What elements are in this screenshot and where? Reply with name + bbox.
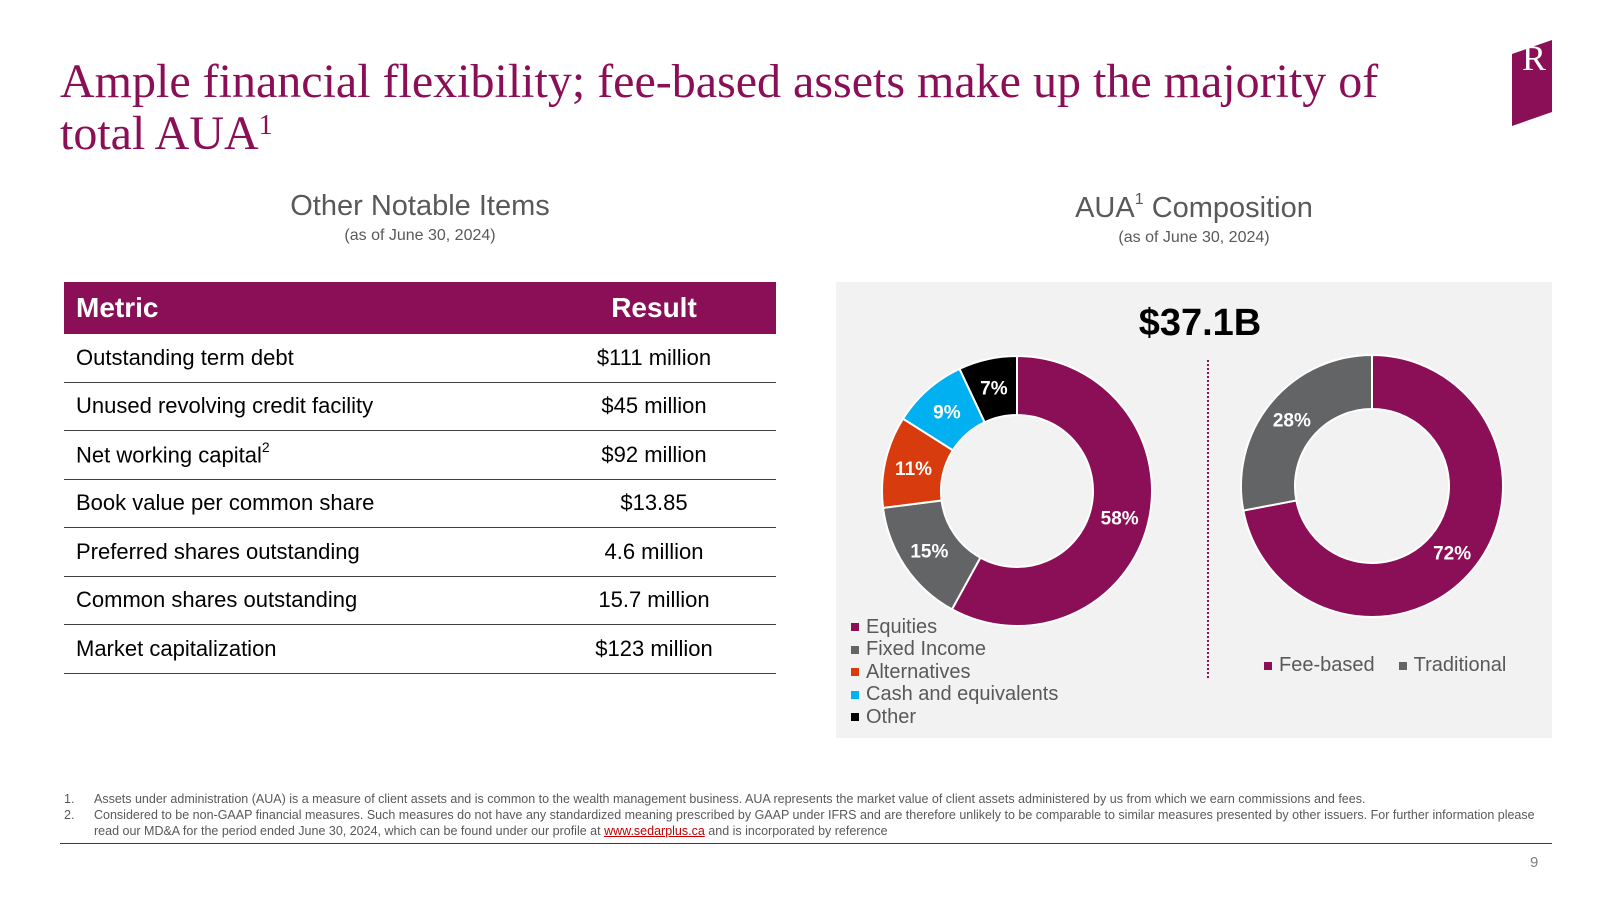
metric-label: Preferred shares outstanding: [76, 538, 360, 564]
metric-label: Net working capital: [76, 442, 262, 468]
metric-label: Market capitalization: [76, 635, 277, 661]
legend-label: Traditional: [1413, 654, 1507, 676]
result-cell: $13.85: [532, 479, 776, 528]
result-cell: 15.7 million: [532, 576, 776, 625]
legend-label: Alternatives: [866, 660, 971, 683]
column-header-metric: Metric: [64, 282, 532, 334]
slice-data-label: 15%: [910, 542, 948, 563]
chart-section-subtitle: (as of June 30, 2024): [1118, 229, 1270, 246]
chart-panel: [836, 282, 1552, 738]
metric-cell: Common shares outstanding: [64, 576, 532, 625]
legend-label: Fee-based: [1279, 654, 1375, 676]
page-title-footnote-ref: 1: [258, 110, 273, 141]
sedarplus-link[interactable]: www.sedarplus.ca: [604, 824, 705, 838]
legend-item: Fee-based: [1264, 654, 1375, 677]
asset-class-legend: Equities Fixed Income Alternatives Cash and…: [851, 616, 1058, 729]
footnote-1: 1. Assets under administration (AUA) is …: [64, 791, 1554, 807]
chart-divider: [1207, 360, 1209, 678]
table-row: Unused revolving credit facility $45 mill…: [64, 382, 776, 431]
chart-section-title-footnote-ref: 1: [1134, 191, 1144, 209]
footnote-2: 2. Considered to be non-GAAP financial m…: [64, 807, 1554, 839]
metric-footnote-ref: 2: [261, 439, 270, 456]
footnote-text-after: and is incorporated by reference: [704, 824, 888, 838]
footer-rule: [60, 843, 1552, 844]
legend-swatch: [851, 668, 859, 677]
legend-swatch: [851, 645, 859, 654]
legend-item: Fixed Income: [851, 638, 1058, 662]
legend-swatch: [1398, 661, 1407, 670]
footnote-number: 2.: [64, 808, 75, 822]
legend-label: Fixed Income: [866, 638, 987, 661]
logo-letter: R: [1522, 40, 1546, 78]
table-section-subtitle: (as of June 30, 2024): [344, 227, 496, 244]
legend-swatch: [851, 690, 859, 699]
table-row: Net working capital2 $92 million: [64, 430, 776, 480]
aua-total-value: $37.1B: [1138, 302, 1262, 344]
legend-item: Cash and equivalents: [851, 683, 1059, 707]
table-row: Market capitalization $123 million: [64, 624, 776, 674]
result-cell: $92 million: [532, 430, 776, 480]
metric-cell: Preferred shares outstanding: [64, 527, 532, 577]
metric-label: Unused revolving credit facility: [76, 393, 374, 419]
footnote-number: 1.: [64, 792, 75, 806]
slice-data-label: 28%: [1273, 411, 1311, 432]
donut-slice-traditional: [1240, 353, 1373, 512]
result-cell: $111 million: [532, 334, 776, 383]
footnotes: 1. Assets under administration (AUA) is …: [64, 791, 1554, 839]
metric-cell: Net working capital2: [64, 430, 532, 480]
slice-data-label: 7%: [980, 379, 1008, 400]
fee-type-legend: Fee-based Traditional: [1264, 654, 1506, 677]
legend-item: Equities: [851, 616, 1058, 639]
donut-slice-other: [958, 354, 1018, 424]
slice-data-label: 72%: [1433, 543, 1471, 564]
result-cell: 4.6 million: [532, 527, 776, 577]
slice-data-label: 58%: [1101, 508, 1139, 529]
table-section-title: Other Notable Items: [290, 190, 550, 222]
table-row: Preferred shares outstanding 4.6 million: [64, 527, 776, 577]
table-row: Common shares outstanding 15.7 million: [64, 576, 776, 625]
legend-item: Other: [851, 706, 1058, 729]
metrics-table: Metric Result Outstanding term debt $111 …: [64, 282, 776, 674]
metric-cell: Market capitalization: [64, 624, 532, 674]
donut-slice-equities: [950, 354, 1153, 627]
legend-swatch: [851, 623, 859, 632]
footnote-text-before: Considered to be non-GAAP financial meas…: [94, 808, 1535, 838]
page-number: 9: [1530, 854, 1539, 871]
legend-label: Equities: [866, 615, 938, 638]
column-header-result: Result: [532, 282, 776, 334]
metric-label: Book value per common share: [76, 490, 375, 516]
slice-data-label: 9%: [933, 402, 961, 423]
donut-slice-fee-based: [1242, 353, 1504, 618]
legend-item: Alternatives: [851, 661, 1058, 684]
table-row: Outstanding term debt $111 million: [64, 334, 776, 383]
legend-swatch: [851, 713, 859, 722]
chart-section-title-text: AUA: [1075, 192, 1135, 224]
metric-cell: Book value per common share: [64, 479, 532, 528]
slice-data-label: 11%: [895, 459, 932, 480]
page-title: Ample financial flexibility; fee-based a…: [60, 56, 1460, 160]
metric-cell: Outstanding term debt: [64, 334, 532, 383]
legend-label: Other: [866, 705, 917, 728]
legend-item: Traditional: [1398, 654, 1507, 677]
footnote-text: Considered to be non-GAAP financial meas…: [94, 807, 1554, 839]
metric-label: Outstanding term debt: [76, 344, 294, 370]
chart-section-title: AUA1 Composition: [836, 191, 1552, 225]
metric-cell: Unused revolving credit facility: [64, 382, 532, 431]
result-cell: $45 million: [532, 382, 776, 431]
page-title-text: Ample financial flexibility; fee-based a…: [60, 55, 1379, 160]
table-header-row: Metric Result: [64, 282, 776, 334]
legend-label: Cash and equivalents: [866, 683, 1059, 706]
legend-swatch: [1264, 661, 1272, 670]
metric-label: Common shares outstanding: [76, 587, 358, 613]
footnote-text: Assets under administration (AUA) is a m…: [94, 792, 1366, 806]
chart-section-title-rest: Composition: [1143, 192, 1313, 224]
table-row: Book value per common share $13.85: [64, 479, 776, 528]
result-cell: $123 million: [532, 624, 776, 674]
company-logo: R: [1512, 40, 1552, 126]
